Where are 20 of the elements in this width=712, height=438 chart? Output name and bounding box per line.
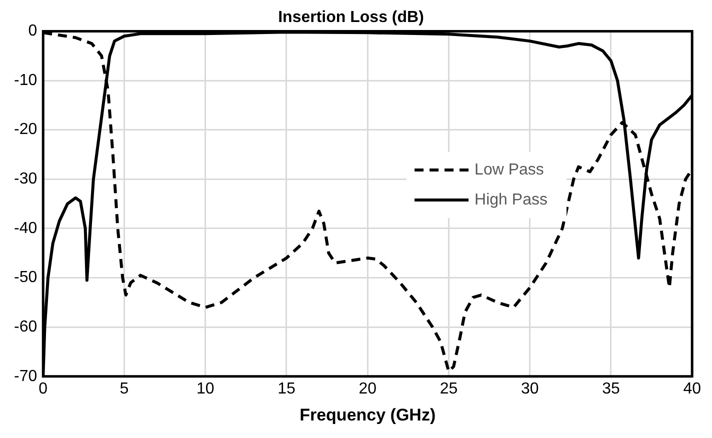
x-tick-label: 35	[602, 380, 620, 398]
y-tick-label: -30	[14, 170, 38, 188]
y-tick-label: 0	[28, 22, 38, 40]
y-tick-label: -40	[14, 220, 38, 237]
x-tick-label: 25	[440, 380, 458, 398]
x-tick-label: 30	[520, 380, 539, 398]
x-axis-title: Frequency (GHz)	[300, 405, 436, 424]
y-tick-label: -20	[14, 121, 38, 138]
y-tick-label: -60	[14, 318, 38, 336]
legend-label: High Pass	[474, 191, 548, 208]
legend-label: Low Pass	[474, 161, 544, 178]
x-tick-label: 5	[120, 380, 129, 398]
chart-title: Insertion Loss (dB)	[278, 9, 424, 26]
y-tick-label: -10	[14, 72, 38, 89]
y-tick-label: -50	[14, 269, 38, 286]
x-tick-label: 10	[196, 380, 214, 398]
x-tick-label: 40	[683, 380, 702, 398]
x-tick-label: 15	[278, 380, 296, 398]
x-tick-label: 20	[358, 380, 377, 398]
y-tick-label: -70	[14, 368, 38, 385]
